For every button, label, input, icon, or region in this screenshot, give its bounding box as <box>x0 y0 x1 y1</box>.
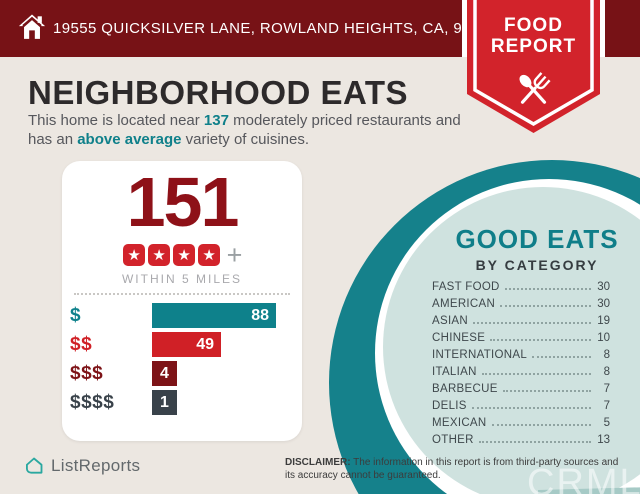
badge-ribbon <box>467 0 600 133</box>
page-title: NEIGHBORHOOD EATS <box>28 74 409 111</box>
stats-card: 151 ★ ★ ★ ★ + WITHIN 5 MILES $88 $$ 49 $$$ 4 $$$$… <box>62 161 302 441</box>
category-count: 7 <box>603 383 610 395</box>
property-address: 19555 QUICKSILVER LANE, ROWLAND HEIGHTS,… <box>53 20 498 37</box>
dotted-leader <box>502 390 591 392</box>
category-name: ASIAN <box>432 315 469 327</box>
intro-line1-post: moderately priced restaurants and <box>228 112 461 129</box>
star-icon: ★ <box>123 244 146 266</box>
star-icon: ★ <box>198 244 221 266</box>
category-name: CHINESE <box>432 332 486 344</box>
category-name: DELIS <box>432 400 467 412</box>
price-tier-bar: 1 <box>152 390 177 415</box>
category-name: INTERNATIONAL <box>432 349 528 361</box>
crmls-watermark: CRMLS <box>527 462 640 494</box>
category-row: DELIS 7 <box>432 395 610 412</box>
price-tier-row: $$$$ 1 <box>70 390 292 415</box>
disclaimer-text: The information in this report is from t… <box>285 457 619 481</box>
dotted-leader <box>491 424 591 426</box>
category-row: BARBECUE 7 <box>432 378 610 395</box>
price-tier-label: $$ <box>70 333 93 355</box>
category-name: OTHER <box>432 434 474 446</box>
listreports-house-icon <box>26 457 43 474</box>
category-count: 7 <box>603 400 610 412</box>
category-name: FAST FOOD <box>432 281 500 293</box>
price-tier-row: $$$ 4 <box>70 361 292 386</box>
by-category-subtitle: BY CATEGORY <box>475 257 599 273</box>
category-count: 8 <box>603 366 610 378</box>
category-row: FAST FOOD 30 <box>432 276 610 293</box>
badge-inner-border <box>473 0 594 127</box>
dotted-leader <box>490 339 591 341</box>
listreports-wordmark: ListReports <box>51 456 141 475</box>
price-tier-chart: $88 $$ 49 $$$ 4 $$$$ 1 <box>70 303 292 419</box>
star-icon: ★ <box>148 244 171 266</box>
category-row: ITALIAN 8 <box>432 361 610 378</box>
category-count: 30 <box>597 298 610 310</box>
category-count: 19 <box>597 315 610 327</box>
category-panel-header: GOOD EATS BY CATEGORY <box>399 224 640 273</box>
category-name: AMERICAN <box>432 298 496 310</box>
category-count: 30 <box>597 281 610 293</box>
category-count: 10 <box>597 332 610 344</box>
intro-line2-post: variety of cuisines. <box>181 130 310 148</box>
food-report-badge: FOOD REPORT <box>462 0 605 133</box>
category-list: FAST FOOD 30 AMERICAN 30 ASIAN 19 CHINESE 10 INT… <box>432 276 610 446</box>
price-tier-row: $88 <box>70 303 292 328</box>
house-icon <box>18 14 46 39</box>
category-row: INTERNATIONAL 8 <box>432 344 610 361</box>
listreports-logo: ListReports <box>24 456 140 476</box>
plus-icon: + <box>226 240 243 270</box>
good-eats-title: GOOD EATS <box>455 224 619 254</box>
dotted-leader <box>532 356 591 358</box>
badge-left-gap <box>462 0 467 57</box>
badge-right-gap <box>600 0 605 57</box>
badge-line2: REPORT <box>491 36 576 57</box>
dotted-leader <box>471 407 591 409</box>
dotted-divider <box>74 293 290 295</box>
price-tier-bar: 88 <box>152 303 276 328</box>
disclaimer: DISCLAIMER: The information in this repo… <box>285 456 623 482</box>
category-row: AMERICAN 30 <box>432 293 610 310</box>
intro-line1-pre: This home is located near <box>28 112 204 129</box>
badge-line1: FOOD <box>504 15 563 36</box>
category-row: OTHER 13 <box>432 429 610 446</box>
dotted-leader <box>473 322 591 324</box>
dotted-leader <box>481 373 591 375</box>
variety-highlight: above average <box>77 130 182 148</box>
dotted-leader <box>504 288 591 290</box>
restaurant-count: 137 <box>203 112 229 129</box>
price-tier-label: $ <box>70 304 82 326</box>
category-row: ASIAN 19 <box>432 310 610 327</box>
category-name: ITALIAN <box>432 366 477 378</box>
crossed-spoon-fork-icon <box>519 72 551 104</box>
star-rating: ★ ★ ★ ★ + <box>62 240 302 270</box>
dotted-leader <box>478 441 591 443</box>
price-tier-label: $$$ <box>70 362 104 384</box>
price-tier-label: $$$$ <box>70 391 115 413</box>
price-tier-row: $$ 49 <box>70 332 292 357</box>
category-count: 8 <box>603 349 610 361</box>
star-icon: ★ <box>173 244 196 266</box>
dotted-leader <box>500 305 591 307</box>
category-count: 5 <box>603 417 610 429</box>
radius-caption: WITHIN 5 MILES <box>121 272 242 286</box>
price-tier-bar: 4 <box>152 361 177 386</box>
category-row: CHINESE 10 <box>432 327 610 344</box>
disclaimer-label: DISCLAIMER: <box>285 457 351 468</box>
price-tier-bar: 49 <box>152 332 221 357</box>
category-name: BARBECUE <box>432 383 498 395</box>
category-row: MEXICAN 5 <box>432 412 610 429</box>
intro-line2-pre: has an <box>28 130 78 148</box>
intro-text: This home is located near 137 moderately… <box>28 112 461 149</box>
category-name: MEXICAN <box>432 417 487 429</box>
restaurant-total: 151 <box>126 163 240 241</box>
category-count: 13 <box>597 434 610 446</box>
